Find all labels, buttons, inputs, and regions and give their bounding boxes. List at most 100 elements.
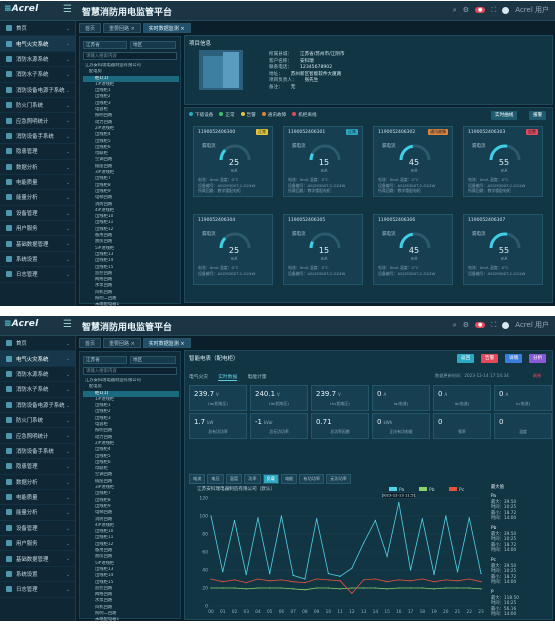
search-icon[interactable]: ⌕	[452, 5, 457, 14]
page-tab[interactable]: 实时数据监测 ×	[142, 338, 191, 348]
sidebar-item-15[interactable]: 系统设置 ⌄	[0, 567, 75, 583]
detail-subtab[interactable]: 电气火灾	[189, 375, 209, 380]
sidebar-item-2[interactable]: 消防水源系统 ⌄	[0, 367, 75, 383]
detail-subtab[interactable]: 实时数据	[218, 375, 238, 381]
tree-node[interactable]: 末端配电箱1	[95, 617, 120, 621]
sidebar-item-1[interactable]: 电气火灾系统 ⌄	[0, 36, 75, 52]
sidebar-item-12[interactable]: 设备管理 ⌄	[0, 521, 75, 537]
device-card[interactable]: 1190052406304 漏电流 25 mA 电流：0mA 温度：0°C 设备编号：AS…	[193, 214, 273, 285]
tree-node[interactable]: 照明二回路	[95, 295, 117, 301]
device-card[interactable]: 1190052406305 漏电流 15 mA 电流：0mA 温度：0°C 设备编号：AS…	[283, 214, 363, 285]
fullscreen-icon[interactable]: ⛶	[491, 5, 497, 14]
tree-node[interactable]: 出线柜10	[95, 214, 114, 220]
sidebar-item-11[interactable]: 能量分析 ⌄	[0, 505, 75, 521]
tree-node[interactable]: 插座回路	[95, 478, 113, 484]
page-tab[interactable]: 重要回路 ×	[103, 23, 141, 33]
tree-node[interactable]: 江苏安科瑞电器制造有限公司	[85, 63, 141, 68]
tree-node[interactable]: 备用回路	[95, 548, 113, 554]
sidebar-item-16[interactable]: 日志管理 ⌄	[0, 582, 75, 598]
sidebar-item-1[interactable]: 电气火灾系统 ⌄	[0, 351, 75, 367]
sidebar-item-9[interactable]: 数据分析 ⌄	[0, 475, 75, 490]
tree-node[interactable]: 出线柜14	[95, 258, 114, 264]
tree-node[interactable]: 配电房	[89, 384, 102, 390]
search-icon[interactable]: ⌕	[452, 320, 457, 329]
tree-node[interactable]: 出线柜11	[95, 535, 114, 541]
tree-node[interactable]: 出线柜1	[95, 403, 111, 409]
tree-node[interactable]: 出线柜4	[95, 447, 111, 453]
tree-node[interactable]: 4#进线柜	[95, 522, 115, 528]
tree-node[interactable]: 动力回路	[95, 119, 113, 125]
tree-node[interactable]: 网络回路	[95, 277, 113, 283]
tree-node[interactable]: 电梯回路	[95, 510, 113, 516]
tree-node[interactable]: 出线柜12	[95, 226, 114, 232]
page-tab[interactable]: 实时数据监测 ×	[142, 23, 191, 33]
refresh-link[interactable]: 刷新	[533, 373, 542, 378]
tree-node[interactable]: 出线柜6	[95, 459, 111, 465]
sidebar-item-4[interactable]: 消防设备电源子系统 ⌄	[0, 83, 75, 98]
sidebar-item-13[interactable]: 用户服务 ⌄	[0, 221, 75, 237]
tree-node[interactable]: 出线柜5	[95, 453, 111, 459]
tree-node[interactable]: 出线柜13	[95, 251, 114, 257]
tree-node[interactable]: 母联柜	[95, 466, 108, 472]
tree-node[interactable]: 1#进线柜	[95, 81, 115, 87]
tree-search-input[interactable]: 请输入搜索内容	[83, 367, 177, 375]
tree-node[interactable]: 3#进线柜	[95, 170, 115, 176]
tree-node[interactable]: 出线柜10	[95, 529, 114, 535]
avatar[interactable]	[502, 321, 510, 329]
chart-tab[interactable]: 负载	[262, 474, 279, 484]
tree-node[interactable]: 5#进线柜	[95, 560, 115, 566]
tree-node[interactable]: 出线柜7	[95, 176, 111, 182]
sidebar-item-10[interactable]: 电能质量 ⌄	[0, 490, 75, 506]
tree-node[interactable]: 配电房	[89, 69, 102, 75]
sidebar-item-7[interactable]: 消防设备手系统 ⌄	[0, 129, 75, 145]
tree-node[interactable]: 出线柜15	[95, 579, 114, 585]
tree-node[interactable]: 出线柜12	[95, 541, 114, 547]
sidebar-item-7[interactable]: 消防设备手系统 ⌄	[0, 444, 75, 460]
sidebar-item-8[interactable]: 隐患管理 ⌄	[0, 144, 75, 160]
tree-node[interactable]: 电容柜	[95, 422, 108, 428]
tree-node[interactable]: 3#进线柜	[95, 485, 115, 491]
sidebar-item-2[interactable]: 消防水源系统 ⌄	[0, 52, 75, 68]
avatar[interactable]	[502, 6, 510, 14]
tree-node[interactable]: 备用回路	[95, 233, 113, 239]
tree-node[interactable]: 水泵回路	[95, 598, 113, 604]
tree-node[interactable]: 照明回路	[95, 113, 113, 119]
settings-icon[interactable]: ⚙	[462, 321, 469, 329]
sidebar-item-6[interactable]: 应急照明统计 ⌄	[0, 428, 75, 444]
device-card[interactable]: 1190052406307 漏电流 55 mA 电流：0mA 温度：0°C 设备编号：AS…	[463, 214, 543, 285]
sidebar-item-13[interactable]: 用户服务 ⌄	[0, 536, 75, 552]
sidebar-item-3[interactable]: 消防水子系统 ⌄	[0, 67, 75, 83]
tree-node[interactable]: 动力回路	[95, 434, 113, 440]
alarm-button[interactable]: 报警	[529, 111, 547, 120]
detail-button-1[interactable]: 告警	[481, 354, 499, 363]
user-name[interactable]: Acrel 用户	[515, 321, 549, 329]
menu-toggle-icon[interactable]: ☰	[63, 4, 72, 15]
tree-node[interactable]: 5#进线柜	[95, 245, 115, 251]
page-tab[interactable]: 首页	[79, 23, 102, 33]
sidebar-item-6[interactable]: 应急照明统计 ⌄	[0, 113, 75, 129]
tree-node[interactable]: 出线柜9	[95, 503, 111, 509]
region-select[interactable]: 江苏省	[83, 41, 127, 49]
area-select[interactable]: 地区	[130, 41, 176, 49]
sidebar-item-14[interactable]: 基础数据管理 ⌄	[0, 236, 75, 252]
detail-button-2[interactable]: 详情	[505, 354, 523, 363]
device-card[interactable]: 1190052406300 正常 漏电流 25 mA 电流：0mA 温度：0°C 设备编号：…	[193, 126, 273, 197]
page-tab[interactable]: 重要回路 ×	[103, 338, 141, 348]
region-select[interactable]: 江苏省	[83, 356, 127, 364]
tree-node[interactable]: 柜1(1)	[83, 75, 179, 82]
tree-node[interactable]: 风机回路	[95, 604, 113, 610]
fullscreen-icon[interactable]: ⛶	[491, 320, 497, 329]
sidebar-item-5[interactable]: 防火门系统 ⌄	[0, 98, 75, 114]
sidebar-item-14[interactable]: 基础数据管理 ⌄	[0, 551, 75, 567]
detail-button-0[interactable]: 返回	[457, 354, 475, 363]
device-card[interactable]: 1190052406301 正常 漏电流 15 mA 电流：0mA 温度：0°C 设备编号：…	[283, 126, 363, 197]
device-card[interactable]: 1190052406303 告警 漏电流 55 mA 电流：0mA 温度：0°C 设备编号：…	[463, 126, 543, 197]
settings-icon[interactable]: ⚙	[462, 6, 469, 14]
tree-node[interactable]: 出线柜9	[95, 188, 111, 194]
tree-node[interactable]: 出线柜2	[95, 94, 111, 100]
chart-tab[interactable]: 温度	[225, 474, 243, 484]
tree-node[interactable]: 空调回路	[95, 472, 113, 478]
tree-node[interactable]: 出线柜6	[95, 144, 111, 150]
chart-tab[interactable]: 功率	[244, 474, 261, 484]
sidebar-item-0[interactable]: 首页 ⌄	[0, 336, 75, 352]
